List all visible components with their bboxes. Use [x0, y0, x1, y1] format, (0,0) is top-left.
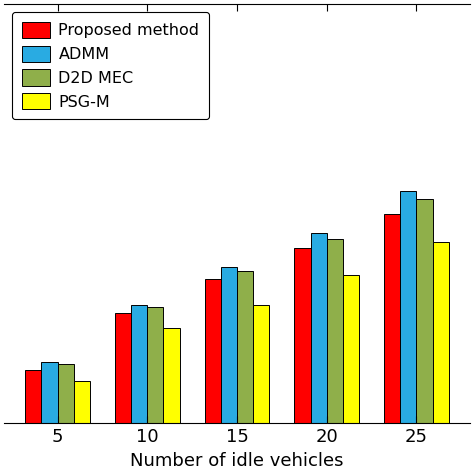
Bar — [327, 238, 343, 423]
Bar — [58, 365, 74, 423]
Bar — [253, 305, 269, 423]
Bar — [205, 279, 221, 423]
Bar — [343, 275, 359, 423]
Bar — [384, 214, 400, 423]
Bar — [115, 313, 131, 423]
Bar — [416, 199, 432, 423]
Bar — [74, 382, 90, 423]
X-axis label: Number of idle vehicles: Number of idle vehicles — [130, 452, 344, 470]
Bar — [294, 248, 310, 423]
Legend: Proposed method, ADMM, D2D MEC, PSG-M: Proposed method, ADMM, D2D MEC, PSG-M — [12, 12, 209, 119]
Bar — [400, 191, 416, 423]
Bar — [432, 242, 449, 423]
Bar — [42, 363, 58, 423]
Bar — [147, 307, 164, 423]
Bar — [25, 370, 42, 423]
Bar — [310, 233, 327, 423]
Bar — [131, 305, 147, 423]
Bar — [237, 271, 253, 423]
Bar — [221, 267, 237, 423]
Bar — [164, 328, 180, 423]
